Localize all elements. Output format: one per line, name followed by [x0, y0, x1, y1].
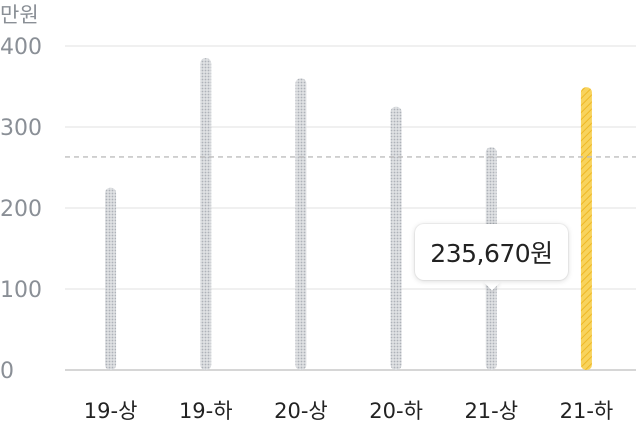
- tooltip-text: 235,670원: [430, 239, 553, 268]
- y-tick-label: 200: [0, 197, 42, 222]
- value-tooltip: 235,670원: [415, 224, 568, 280]
- y-tick-label: 300: [0, 116, 42, 141]
- y-tick-label: 100: [0, 278, 42, 303]
- bar[interactable]: [105, 187, 117, 370]
- bar[interactable]: [295, 78, 307, 371]
- x-axis-ticks: 19-상 19-하 20-상 20-하 21-상 21-하: [84, 399, 614, 423]
- y-axis-unit-label: 만원: [0, 3, 39, 27]
- bar[interactable]: [200, 58, 212, 371]
- x-tick-label: 19-상: [84, 399, 138, 421]
- x-tick-label: 21-상: [464, 399, 518, 421]
- y-tick-label: 0: [0, 359, 14, 384]
- bars: [105, 58, 592, 371]
- x-tick-label: 20-상: [274, 399, 328, 421]
- y-axis-ticks: 0 100 200 300 400: [0, 35, 42, 384]
- bar-highlighted[interactable]: [580, 87, 592, 370]
- grid-lines: [65, 45, 636, 371]
- y-tick-label: 400: [0, 35, 42, 60]
- x-tick-label: 20-하: [369, 399, 423, 421]
- x-tick-label: 21-하: [560, 399, 614, 421]
- x-tick-label: 19-하: [179, 399, 233, 421]
- bar[interactable]: [390, 106, 402, 370]
